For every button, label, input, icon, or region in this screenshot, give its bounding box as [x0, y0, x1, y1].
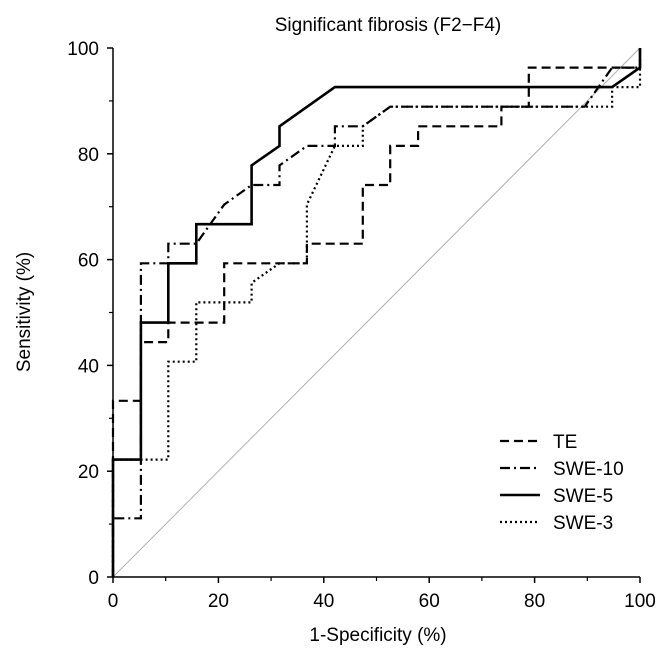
legend-label: TE — [553, 432, 577, 453]
x-tick-label: 0 — [108, 591, 119, 612]
y-axis-title: Sensitivity (%) — [14, 252, 35, 372]
series-line-te — [111, 48, 642, 577]
y-tick-label: 40 — [78, 356, 99, 377]
legend-label: SWE-5 — [553, 486, 613, 507]
y-tick-label: 80 — [78, 145, 99, 166]
x-axis-title: 1-Specificity (%) — [309, 625, 446, 646]
y-tick-label: 60 — [78, 251, 99, 272]
legend: TE SWE-10 SWE-5 SWE-3 — [500, 432, 624, 534]
x-tick-label: 40 — [313, 591, 334, 612]
axes: 0 20 40 60 80 100 0 20 40 60 80 100 — [67, 39, 656, 612]
y-tick-label: 20 — [78, 462, 99, 483]
reference-diagonal-line — [112, 47, 641, 578]
x-tick-label: 80 — [524, 591, 545, 612]
series-line-swe-3 — [111, 48, 642, 577]
y-tick-label: 0 — [88, 568, 99, 589]
x-tick-label: 20 — [208, 591, 229, 612]
legend-label: SWE-3 — [553, 513, 613, 534]
x-tick-label: 100 — [624, 591, 656, 612]
legend-label: SWE-10 — [553, 459, 624, 480]
plot-area — [111, 47, 642, 578]
series-line-swe-5 — [111, 48, 642, 577]
x-tick-label: 60 — [419, 591, 440, 612]
series-line-swe-10 — [111, 66, 640, 577]
chart-title: Significant fibrosis (F2−F4) — [275, 15, 502, 36]
y-tick-label: 100 — [67, 39, 99, 60]
